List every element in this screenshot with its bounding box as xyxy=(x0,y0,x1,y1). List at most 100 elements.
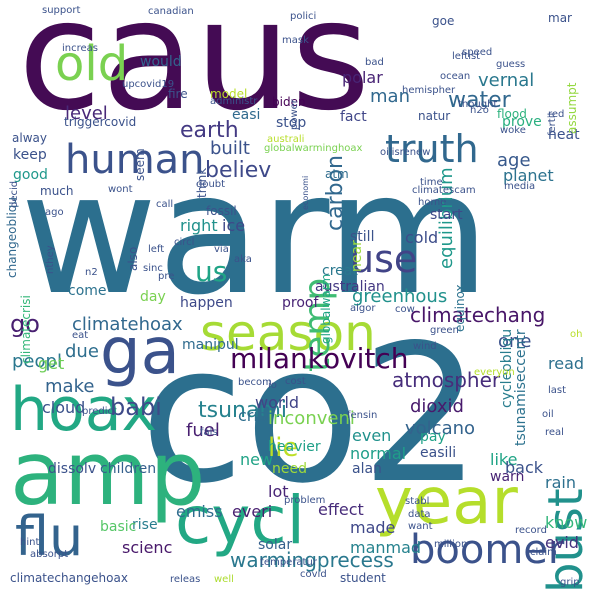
word-fact: fact xyxy=(340,109,367,125)
word-well: well xyxy=(214,574,234,585)
word-oh: oh xyxy=(570,329,583,340)
word-covid: covid xyxy=(300,569,327,580)
word-manipul: manipul xyxy=(182,337,239,353)
word-crisi: crisi xyxy=(238,406,271,425)
word-warmingprecess: warmingprecess xyxy=(230,548,394,572)
word-good: good xyxy=(13,167,48,183)
word-near: near xyxy=(349,239,365,272)
word-ga: ga xyxy=(100,315,180,389)
word-algor: algor xyxy=(350,303,376,314)
word-ocean: ocean xyxy=(440,71,471,82)
word-get: get xyxy=(38,354,65,373)
word-right: right xyxy=(180,216,218,235)
word-hint: hint xyxy=(20,537,40,548)
word-problem: problem xyxy=(284,495,326,506)
word-absorpt: absorpt xyxy=(30,549,69,560)
word-australian: australian xyxy=(315,279,385,295)
word-seem: seem xyxy=(133,148,147,181)
word-still: still xyxy=(350,229,375,245)
word-climatecrisi: climatecrisi xyxy=(19,295,33,365)
word-scienc: scienc xyxy=(122,538,173,557)
word-want: want xyxy=(408,521,433,532)
word-dissolv: dissolv xyxy=(48,461,97,477)
word-speed: speed xyxy=(462,47,493,58)
word-model: model xyxy=(210,87,248,101)
word-one: one xyxy=(498,331,532,352)
word-rise: rise xyxy=(132,517,158,533)
word-left: left xyxy=(148,244,165,255)
word-stabl: stabl xyxy=(405,496,430,507)
word-tsunami: tsunami xyxy=(198,398,287,423)
word-bad: bad xyxy=(365,57,384,68)
word-water: water xyxy=(448,88,511,113)
word-even: even xyxy=(352,426,392,445)
word-natur: natur xyxy=(418,109,451,123)
word-io: io xyxy=(268,380,277,391)
word-student: student xyxy=(340,571,386,585)
word-alan: alan xyxy=(352,461,382,477)
word-truth: truth xyxy=(385,127,479,171)
word-tsunamiseccentr: tsunamiseccentr xyxy=(513,329,529,446)
word-globalwarminghoax: globalwarminghoax xyxy=(264,143,363,154)
word-guess: guess xyxy=(496,59,526,70)
word-cycl: cycl xyxy=(175,482,305,559)
word-manmad: manmad xyxy=(350,538,422,557)
word-like: like xyxy=(490,450,518,469)
word-polici: polici xyxy=(290,11,317,22)
word-doubt: doubt xyxy=(196,179,226,190)
word-pre: pre xyxy=(158,271,175,282)
word-dioxid: dioxid xyxy=(410,396,464,417)
word-solar: solar xyxy=(258,537,293,553)
word-know: know xyxy=(545,513,588,532)
word-cold: cold xyxy=(405,228,439,247)
word-greenhous: greenhous xyxy=(352,286,448,307)
word-heavier: heavier xyxy=(268,439,321,455)
word-time: time xyxy=(420,177,443,188)
word-oil: oil xyxy=(542,409,554,420)
word-everyon: everyon xyxy=(474,367,515,378)
word-mar: mar xyxy=(548,11,572,25)
word-power: power xyxy=(289,99,300,130)
word-fire: fire xyxy=(168,87,188,101)
word-amp: amp xyxy=(10,422,206,525)
word-climatechangehoax: climatechangehoax xyxy=(10,571,128,585)
word-happen: happen xyxy=(180,295,233,311)
word-eat: eat xyxy=(72,330,89,341)
word-climatehoax: climatehoax xyxy=(72,314,183,335)
word-evid: evid xyxy=(545,533,579,552)
word-claim: claim xyxy=(530,547,557,558)
word-volcano: volcano xyxy=(405,418,476,439)
word-goe: goe xyxy=(432,14,455,28)
word-biden: biden xyxy=(272,95,306,109)
word-changeobliqu: changeobliqu xyxy=(5,197,19,279)
word-releas: releas xyxy=(170,574,201,585)
word-nthey: nthey xyxy=(45,245,56,274)
word-assumpt: assumpt xyxy=(565,82,579,135)
word-children: children xyxy=(100,461,157,477)
word-human: human xyxy=(65,137,205,183)
word-world: world xyxy=(255,393,300,412)
word-believ: believ xyxy=(205,158,272,183)
word-climatescam: climatescam xyxy=(412,185,476,196)
word-rain: rain xyxy=(545,473,576,492)
word-boomer: boomer xyxy=(410,527,565,573)
word-wind: wind xyxy=(413,341,437,352)
word-man: man xyxy=(370,86,410,107)
word-polar: polar xyxy=(342,68,383,87)
word-back: back xyxy=(505,458,544,477)
word-old: old xyxy=(55,36,129,92)
word-via: via xyxy=(214,244,229,255)
word-fensin: fensin xyxy=(347,410,378,421)
word-easili: easili xyxy=(420,445,457,461)
word-season: season xyxy=(200,304,376,362)
word-triggercovid: triggercovid xyxy=(64,115,137,129)
word-much: much xyxy=(40,184,74,198)
word-made: made xyxy=(350,518,396,537)
word-red: red xyxy=(548,109,565,120)
word-lot: lot xyxy=(268,482,289,501)
word-record: record xyxy=(515,525,547,536)
word-lie: lie xyxy=(268,433,299,463)
word-cloud: cloud xyxy=(42,398,86,417)
word-earth: earth xyxy=(180,118,239,143)
word-decid: decid xyxy=(9,180,20,208)
